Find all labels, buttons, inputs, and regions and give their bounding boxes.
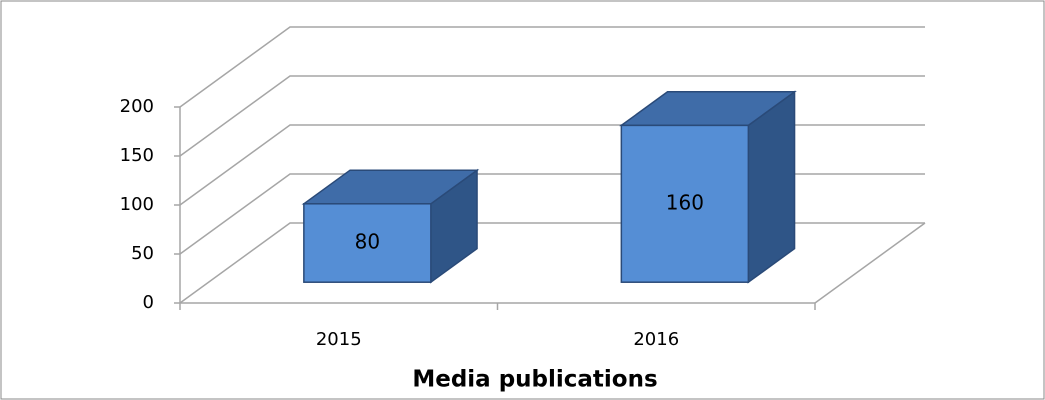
data-label: 160 bbox=[666, 190, 704, 214]
bar bbox=[303, 203, 432, 283]
data-label: 80 bbox=[355, 230, 380, 254]
floor-edge bbox=[814, 222, 926, 304]
y-tick-label: 0 bbox=[143, 292, 154, 313]
y-tick-label: 150 bbox=[120, 145, 154, 166]
y-tick-label: 50 bbox=[131, 243, 154, 264]
x-axis-title: Media publications bbox=[412, 367, 657, 393]
x-tick-label: 2016 bbox=[633, 329, 679, 350]
grid-line bbox=[179, 75, 925, 157]
y-tick-label: 100 bbox=[120, 194, 154, 215]
grid-line bbox=[179, 26, 925, 108]
y-tick-label: 200 bbox=[120, 96, 154, 117]
x-tick-label: 2015 bbox=[316, 329, 362, 350]
bar bbox=[620, 124, 750, 283]
